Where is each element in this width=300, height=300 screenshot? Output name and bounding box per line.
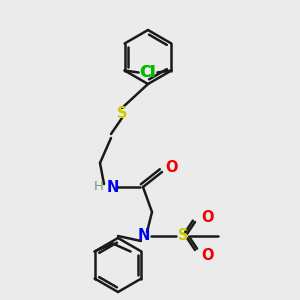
Text: S: S [117,106,127,121]
Text: O: O [165,160,177,175]
Text: N: N [138,229,150,244]
Text: Cl: Cl [141,65,157,80]
Text: Cl: Cl [140,65,155,80]
Text: H: H [94,181,104,194]
Text: O: O [201,209,213,224]
Text: O: O [201,248,213,262]
Text: N: N [107,179,119,194]
Text: S: S [178,229,188,244]
